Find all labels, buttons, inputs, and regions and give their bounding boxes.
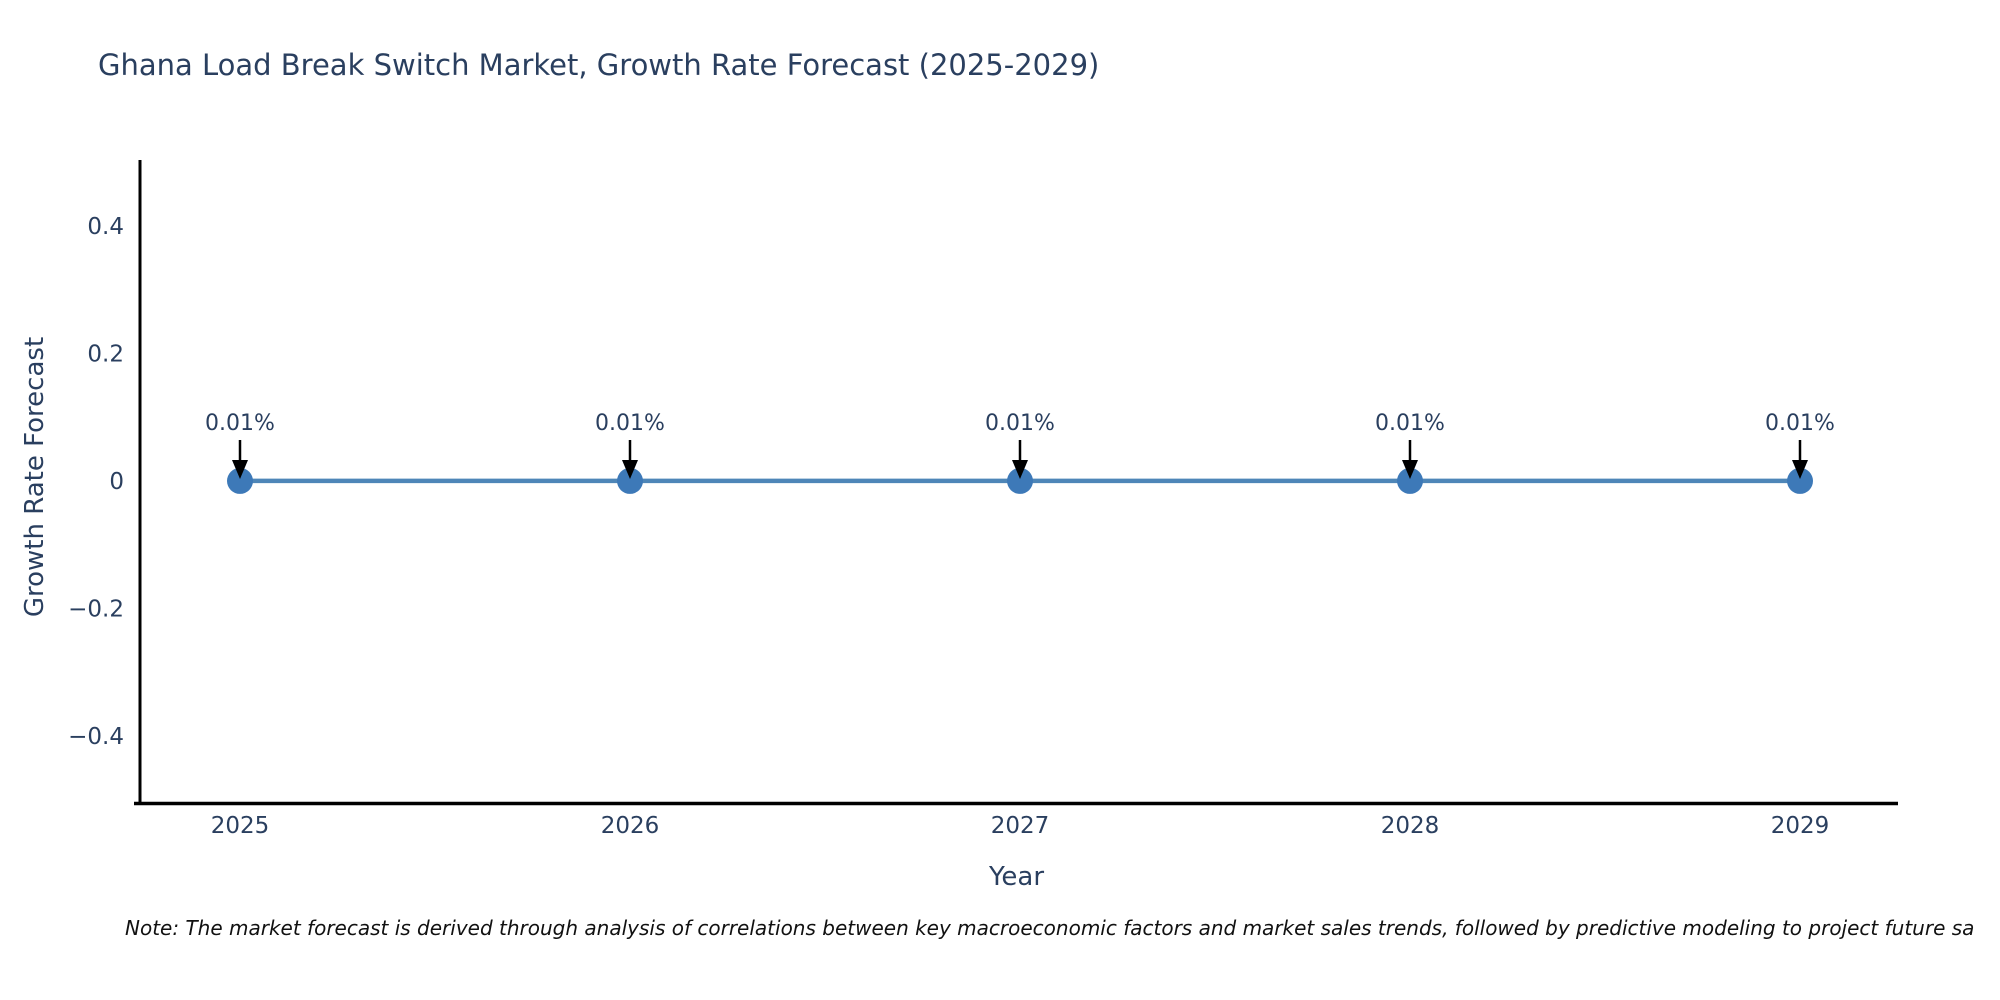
data-point xyxy=(227,467,253,494)
point-annotation: 0.01% xyxy=(1765,411,1835,436)
footnote: Note: The market forecast is derived thr… xyxy=(125,916,1975,940)
x-tick-label: 2028 xyxy=(1381,813,1440,839)
annotation-arrow-head xyxy=(1792,460,1808,479)
x-tick-label: 2025 xyxy=(211,813,270,839)
data-point xyxy=(1397,467,1423,494)
annotation-arrow-head xyxy=(1012,460,1028,479)
x-tick-label: 2027 xyxy=(991,813,1050,839)
data-point xyxy=(1787,467,1813,494)
point-annotation: 0.01% xyxy=(205,411,275,436)
annotation-arrow-head xyxy=(622,460,638,479)
y-tick-label: −0.4 xyxy=(68,724,124,750)
x-axis-title: Year xyxy=(988,862,1045,892)
annotation-arrow-head xyxy=(232,460,248,479)
y-tick-label: 0 xyxy=(109,469,124,495)
x-tick-label: 2029 xyxy=(1771,813,1830,839)
y-tick-label: −0.2 xyxy=(68,597,124,623)
point-annotation: 0.01% xyxy=(595,411,665,436)
x-tick-label: 2026 xyxy=(601,813,660,839)
annotation-arrow-head xyxy=(1402,460,1418,479)
y-tick-label: 0.4 xyxy=(87,214,124,240)
data-point xyxy=(1007,467,1033,494)
chart-title: Ghana Load Break Switch Market, Growth R… xyxy=(98,48,1100,82)
data-point xyxy=(617,467,643,494)
point-annotation: 0.01% xyxy=(1375,411,1445,436)
y-tick-label: 0.2 xyxy=(87,342,124,368)
point-annotation: 0.01% xyxy=(985,411,1055,436)
